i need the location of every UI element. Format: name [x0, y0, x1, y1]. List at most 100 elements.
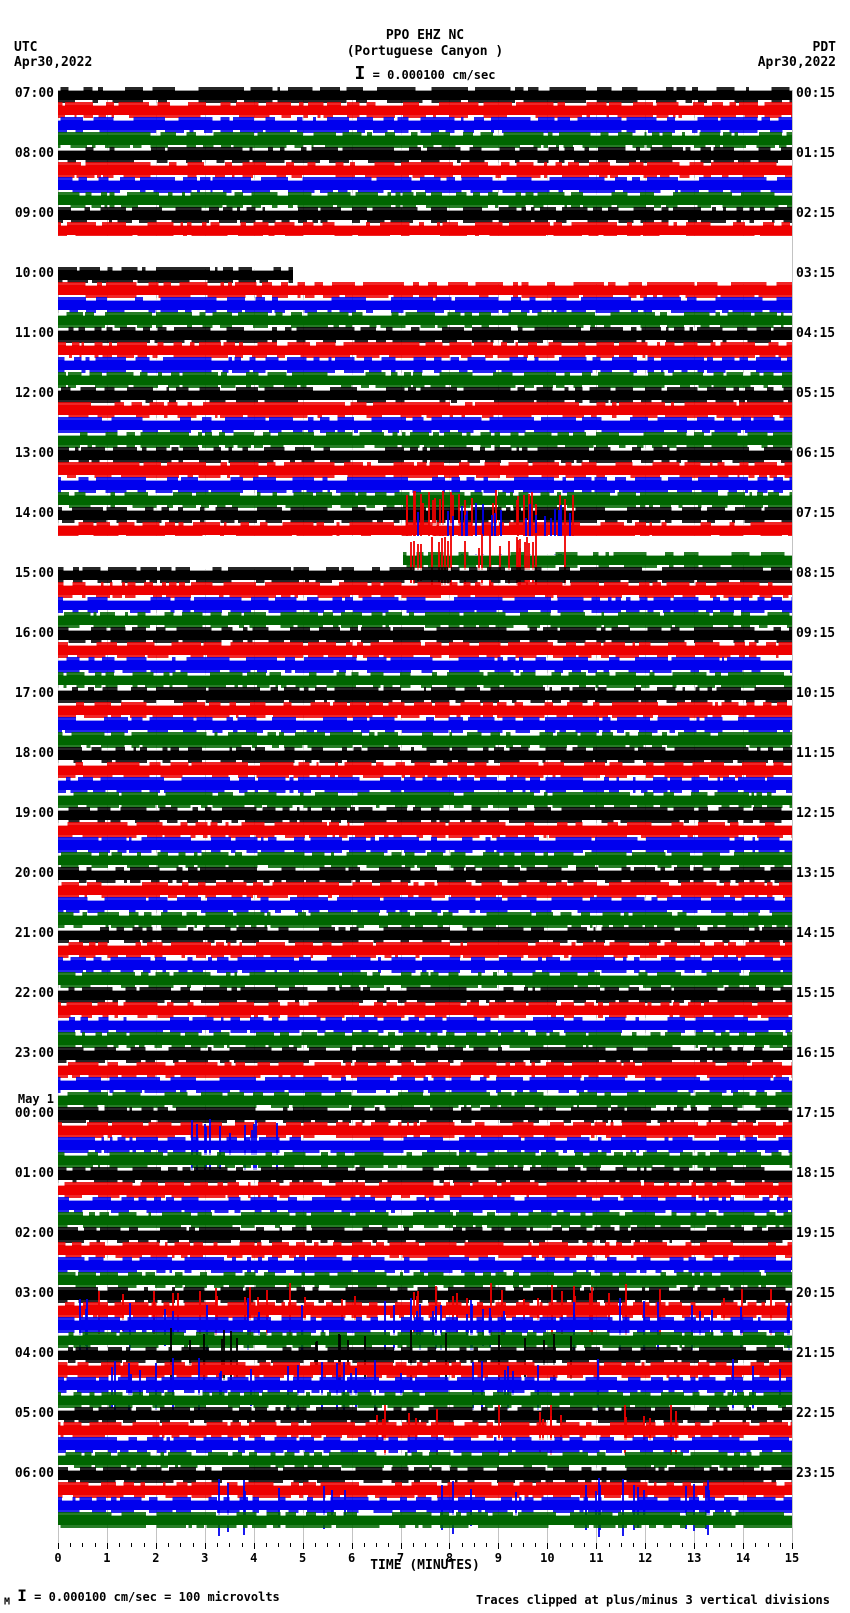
x-tick-minor [670, 1543, 671, 1547]
x-tick-minor [168, 1543, 169, 1547]
trace [58, 1200, 792, 1210]
local-time-label: 22:15 [796, 1406, 850, 1421]
trace [58, 90, 792, 100]
right-tz-header: PDT Apr30,2022 [758, 40, 836, 70]
trace [58, 315, 792, 325]
utc-time-label: 09:00 [0, 206, 54, 221]
x-tick-label: 7 [397, 1551, 404, 1565]
trace [58, 150, 792, 160]
local-time-label: 07:15 [796, 506, 850, 521]
x-tick-minor [437, 1543, 438, 1547]
trace [58, 1290, 792, 1300]
trace [58, 765, 792, 775]
x-tick [303, 1543, 304, 1549]
trace [58, 1350, 792, 1360]
trace [58, 1455, 792, 1465]
trace [58, 600, 792, 610]
utc-time-label: 16:00 [0, 626, 54, 641]
x-tick [107, 1543, 108, 1549]
trace [58, 990, 792, 1000]
trace [58, 1155, 792, 1165]
x-tick-minor [609, 1543, 610, 1547]
trace [58, 930, 792, 940]
header: PPO EHZ NC (Portuguese Canyon ) I = 0.00… [0, 0, 850, 85]
utc-time-label: 23:00 [0, 1046, 54, 1061]
trace [58, 450, 792, 460]
trace [58, 330, 792, 340]
x-tick [449, 1543, 450, 1549]
local-time-label: 09:15 [796, 626, 850, 641]
x-tick-minor [339, 1543, 340, 1547]
trace [58, 660, 792, 670]
x-tick-label: 11 [589, 1551, 603, 1565]
local-time-label: 04:15 [796, 326, 850, 341]
trace [58, 885, 792, 895]
trace [58, 345, 792, 355]
local-time-label: 01:15 [796, 146, 850, 161]
trace [58, 1425, 792, 1435]
x-tick-minor [82, 1543, 83, 1547]
x-tick [694, 1543, 695, 1549]
x-tick-minor [535, 1543, 536, 1547]
x-tick-minor [193, 1543, 194, 1547]
trace [58, 1485, 792, 1495]
trace [58, 750, 792, 760]
x-tick-minor [290, 1543, 291, 1547]
x-tick-minor [70, 1543, 71, 1547]
trace [58, 810, 792, 820]
x-tick [743, 1543, 744, 1549]
trace [58, 300, 792, 310]
utc-time-label: 01:00 [0, 1166, 54, 1181]
local-time-label: 19:15 [796, 1226, 850, 1241]
title-block: PPO EHZ NC (Portuguese Canyon ) I = 0.00… [347, 28, 504, 84]
trace [58, 285, 792, 295]
x-tick-label: 10 [540, 1551, 554, 1565]
x-tick-minor [523, 1543, 524, 1547]
x-tick-minor [755, 1543, 756, 1547]
left-tz: UTC [14, 40, 92, 55]
x-tick [156, 1543, 157, 1549]
trace [58, 1005, 792, 1015]
local-time-label: 20:15 [796, 1286, 850, 1301]
x-tick-minor [511, 1543, 512, 1547]
trace [58, 960, 792, 970]
x-tick-label: 0 [54, 1551, 61, 1565]
x-axis: TIME (MINUTES) 0123456789101112131415 [58, 1543, 792, 1573]
station-location: (Portuguese Canyon ) [347, 44, 504, 60]
x-tick-label: 2 [152, 1551, 159, 1565]
local-time-label: 00:15 [796, 86, 850, 101]
trace [58, 1320, 792, 1330]
trace [58, 1440, 792, 1450]
x-tick-minor [266, 1543, 267, 1547]
trace [58, 480, 792, 490]
day-marker: May 1 [0, 1092, 54, 1106]
x-tick-minor [229, 1543, 230, 1547]
x-tick-minor [364, 1543, 365, 1547]
trace [58, 465, 792, 475]
utc-time-label: 20:00 [0, 866, 54, 881]
trace [58, 915, 792, 925]
trace [58, 210, 792, 220]
trace [58, 1500, 792, 1510]
trace [58, 720, 792, 730]
x-tick-minor [95, 1543, 96, 1547]
x-tick-minor [621, 1543, 622, 1547]
trace [58, 1110, 792, 1120]
trace [58, 1515, 792, 1525]
utc-time-label: 13:00 [0, 446, 54, 461]
utc-time-label: 19:00 [0, 806, 54, 821]
x-tick-minor [731, 1543, 732, 1547]
x-tick-minor [474, 1543, 475, 1547]
trace [58, 1305, 792, 1315]
x-tick-minor [780, 1543, 781, 1547]
right-tz: PDT [758, 40, 836, 55]
trace [58, 1275, 792, 1285]
x-tick [58, 1543, 59, 1549]
trace [58, 225, 792, 235]
x-tick-minor [413, 1543, 414, 1547]
trace [58, 1260, 792, 1270]
trace [58, 1215, 792, 1225]
x-tick-minor [119, 1543, 120, 1547]
utc-time-label: 11:00 [0, 326, 54, 341]
utc-time-label: 02:00 [0, 1226, 54, 1241]
